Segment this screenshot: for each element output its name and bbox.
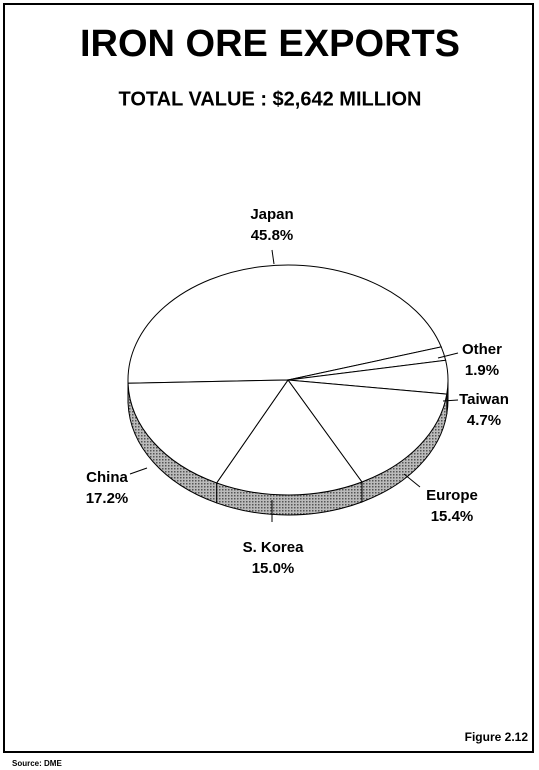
slice [286,379,448,483]
slice-label: Taiwan [459,391,509,408]
figure-number: Figure 2.12 [465,730,529,744]
slice-value-label: 4.7% [467,412,501,429]
slice-label: Japan [250,206,293,223]
slice-value-label: 15.0% [252,560,295,577]
slice-label: China [86,469,128,486]
leader-line [271,249,275,265]
slice-label: Europe [426,487,478,504]
page-border [3,3,534,753]
slice [127,264,442,384]
chart-subtitle: TOTAL VALUE : $2,642 MILLION [118,88,421,110]
leader-line [442,399,459,402]
chart-title: IRON ORE EXPORTS [80,23,460,65]
leader-line [437,352,459,359]
slice-value-label: 17.2% [86,490,129,507]
slice-value-label: 1.9% [465,362,499,379]
leader-line [403,473,421,488]
slice [127,379,289,484]
slice-value-label: 15.4% [431,508,474,525]
slice-label: Other [462,341,502,358]
pie-sides [127,379,449,516]
source-note: Source: DME [12,759,62,768]
slice [215,379,363,496]
leader-line [129,467,148,475]
slice-label: S. Korea [243,539,305,556]
slice-value-label: 45.8% [251,227,294,244]
